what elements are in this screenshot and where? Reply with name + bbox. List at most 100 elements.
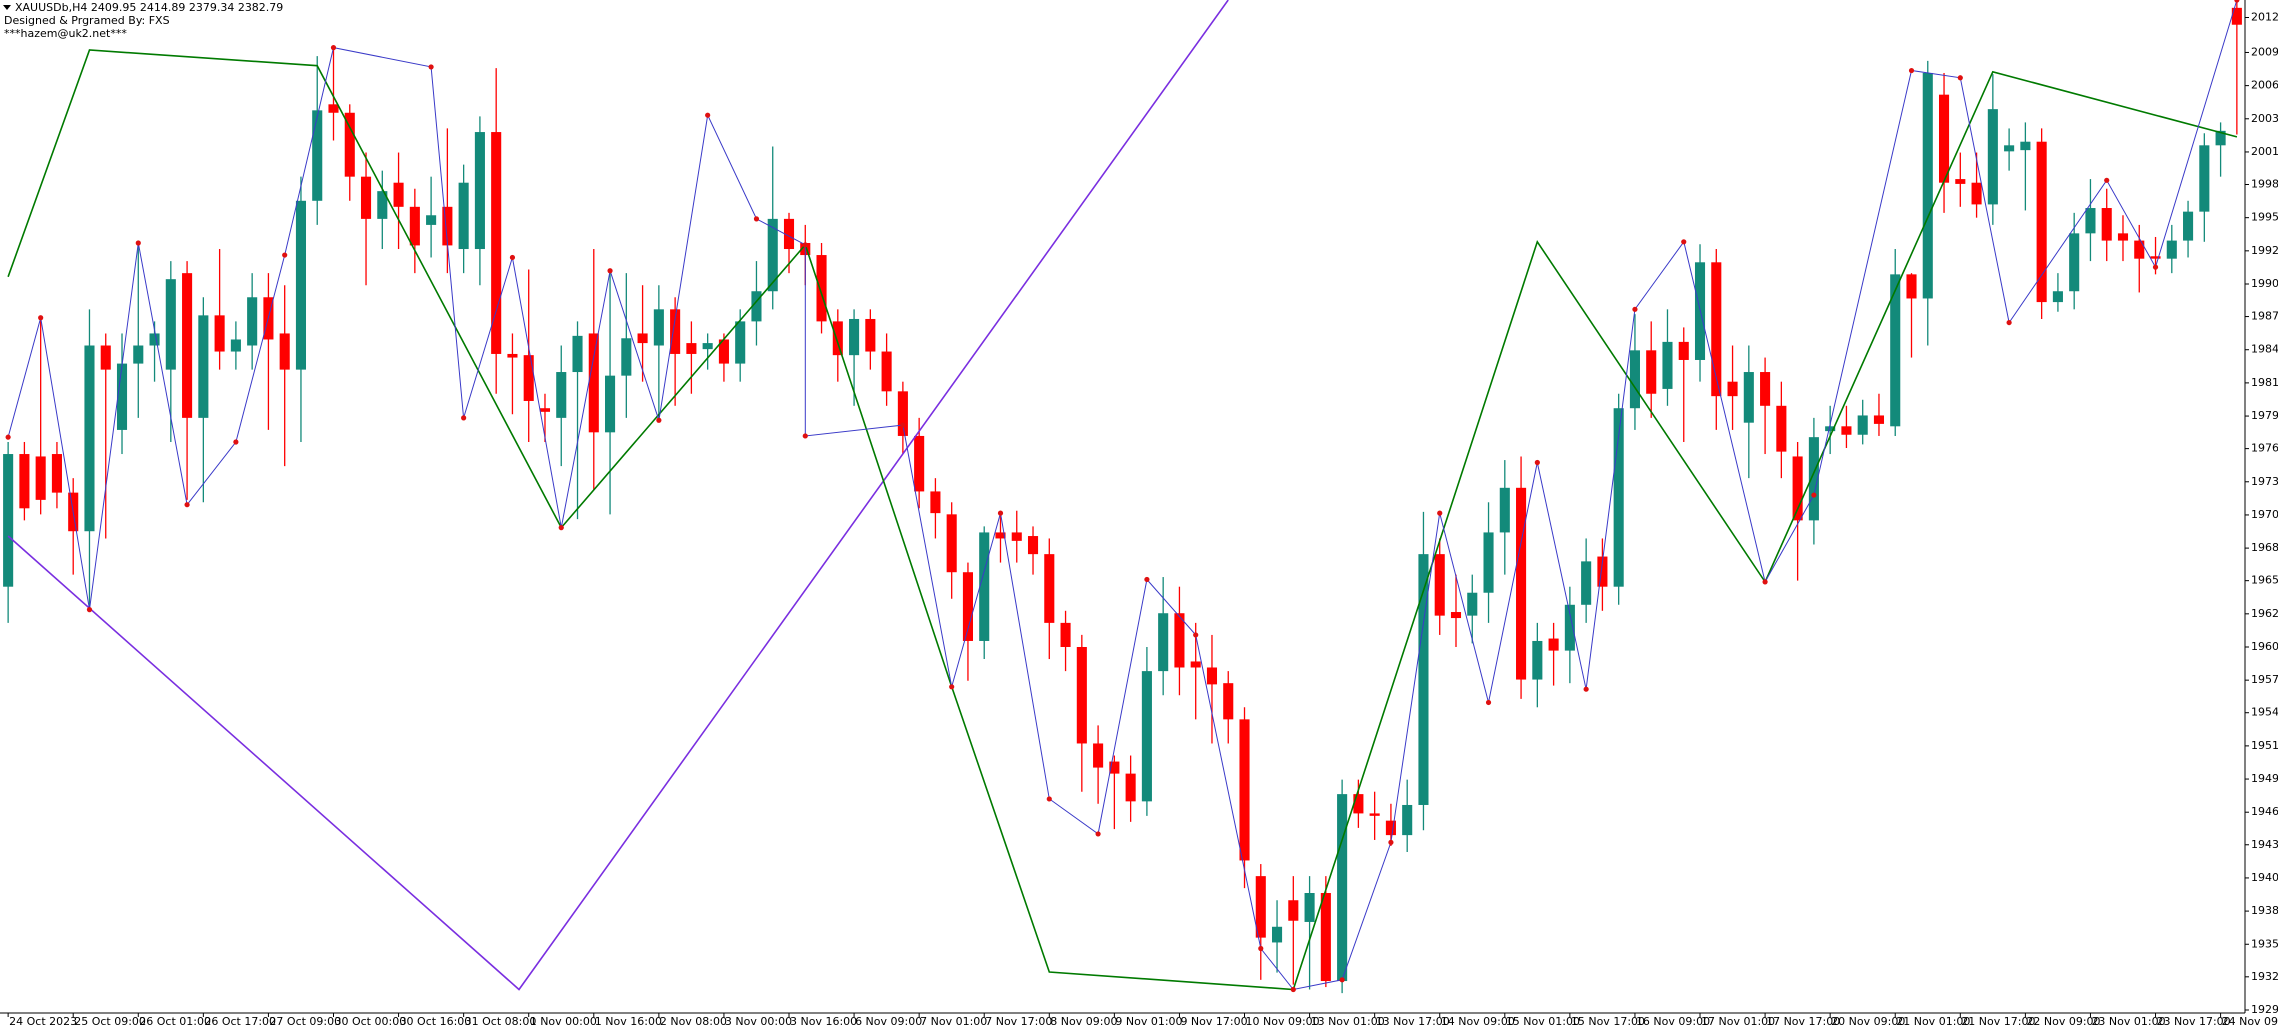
zigzag-point (1908, 67, 1915, 74)
candle-body (393, 182, 404, 207)
zigzag-point (656, 417, 662, 423)
candle-body (1239, 719, 1250, 861)
zigzag-point (802, 242, 808, 248)
zigzag-point (558, 525, 564, 531)
zigzag-point (184, 502, 190, 508)
candle-body (1418, 554, 1429, 805)
candle-body (2231, 7, 2242, 25)
candle-body (133, 345, 144, 364)
zigzag-point (1762, 579, 1768, 585)
candle-body (377, 191, 388, 219)
candle-body (1792, 456, 1803, 521)
x-tick-label: 15 Nov 17:00 (1571, 1015, 1645, 1027)
x-tick-label: 9 Nov 17:00 (1180, 1015, 1247, 1027)
zigzag-point (1485, 699, 1492, 706)
zigzag-point (802, 433, 808, 439)
candle-body (946, 514, 957, 573)
candle-body (149, 333, 160, 346)
candle-body (1044, 554, 1055, 623)
candle-body (1450, 612, 1462, 619)
y-tick-label: 1981.90 (2251, 376, 2278, 389)
candle-body (1320, 893, 1331, 982)
y-tick-label: 1954.55 (2251, 706, 2278, 719)
candle-body (2150, 256, 2161, 259)
x-tick-label: 2 Nov 08:00 (660, 1015, 727, 1027)
candle-body (1093, 743, 1104, 768)
y-tick-label: 2012.20 (2251, 10, 2278, 23)
x-tick-label: 17 Nov 17:00 (1766, 1015, 1840, 1027)
candle-body (556, 372, 567, 418)
y-tick-label: 1943.60 (2251, 838, 2278, 851)
candle-body (1922, 72, 1933, 299)
candle-body (214, 315, 225, 352)
candle-body (1532, 640, 1543, 680)
y-tick-label: 1951.80 (2251, 739, 2278, 752)
candle-body (1385, 820, 1396, 836)
candle-body (1841, 426, 1852, 435)
zigzag-point (900, 422, 906, 428)
candle-body (1369, 813, 1380, 816)
zigzag-point (1258, 945, 1264, 952)
candle-body (849, 318, 860, 356)
candle-body (1255, 876, 1266, 938)
candle-body (295, 200, 307, 370)
candle-body (2134, 240, 2145, 259)
candle-body (2215, 130, 2226, 146)
candle-body (51, 454, 62, 493)
candle-body (1662, 341, 1673, 389)
candle-body (1808, 437, 1819, 521)
y-tick-label: 1957.25 (2251, 673, 2278, 686)
zigzag-point (1193, 632, 1199, 638)
y-tick-label: 1946.30 (2251, 805, 2278, 818)
candle-body (2183, 211, 2194, 241)
zigzag-point (2234, 0, 2240, 3)
x-tick-label: 8 Nov 09:00 (1050, 1015, 1117, 1027)
candle-body (344, 112, 355, 177)
candle-body (1141, 671, 1152, 802)
zigzag-point (949, 684, 955, 690)
zigzag-point (1632, 306, 1638, 312)
zigzag-point (330, 45, 337, 51)
x-tick-label: 26 Oct 01:00 (139, 1015, 211, 1027)
x-tick-label: 14 Nov 09:00 (1441, 1015, 1515, 1027)
y-tick-label: 1970.95 (2251, 508, 2278, 521)
candle-body (1906, 274, 1917, 299)
zigzag-point (38, 315, 44, 321)
candle-body (1581, 561, 1592, 605)
candle-body (247, 297, 258, 346)
y-tick-label: 1998.35 (2251, 178, 2278, 191)
x-tick-label: 1 Nov 16:00 (595, 1015, 662, 1027)
candle-body (1825, 426, 1836, 432)
y-tick-label: 1995.60 (2251, 211, 2278, 224)
candle-body (409, 206, 420, 246)
zigzag-line (7, 49, 2238, 991)
y-tick-label: 1962.75 (2251, 607, 2278, 620)
x-tick-label: 20 Nov 09:00 (1831, 1015, 1905, 1027)
candle-body (1402, 804, 1413, 836)
zigzag-point (1681, 239, 1687, 245)
x-tick-label: 24 Oct 2023 (9, 1015, 77, 1027)
zigzag-point (1388, 839, 1394, 845)
x-tick-label: 30 Oct 00:00 (334, 1015, 406, 1027)
y-tick-label: 1990.10 (2251, 277, 2278, 290)
candle-body (84, 345, 95, 532)
candle-body (621, 338, 632, 376)
menu-triangle[interactable] (3, 5, 11, 10)
candle-body (783, 218, 795, 250)
y-tick-label: 2001.05 (2251, 145, 2278, 158)
candle-body (474, 132, 485, 250)
candle-body (2036, 141, 2047, 303)
candle-body (588, 333, 599, 433)
candle-body (1467, 592, 1478, 616)
candle-body (1955, 179, 1966, 184)
plot-area (3, 0, 2242, 994)
candle-body (1743, 372, 1754, 423)
candle-body (962, 572, 973, 641)
y-tick-label: 1932.65 (2251, 970, 2278, 983)
candle-body (1434, 554, 1445, 616)
candle-body (572, 335, 583, 373)
y-tick-label: 1938.10 (2251, 904, 2278, 917)
candle-body (1206, 667, 1218, 685)
candle-body (1353, 794, 1364, 814)
